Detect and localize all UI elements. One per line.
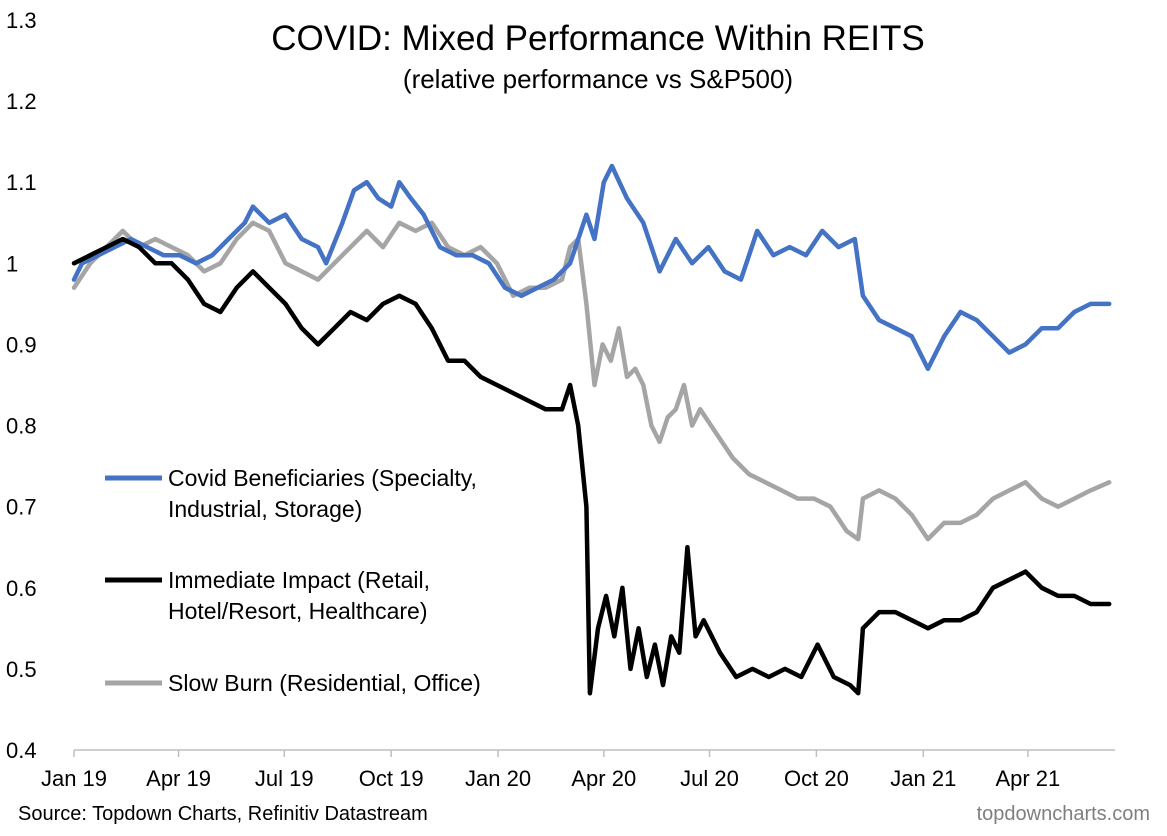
legend-label: Slow Burn (Residential, Office) — [168, 670, 481, 696]
y-tick-label: 0.8 — [6, 414, 37, 439]
legend-label: Covid Beneficiaries (Specialty, — [168, 465, 477, 491]
y-tick-label: 1.1 — [6, 170, 37, 195]
legend-item: Covid Beneficiaries (Specialty, Industria… — [105, 465, 477, 522]
x-tick-label: Jan 21 — [890, 766, 956, 791]
y-tick-label: 0.4 — [6, 738, 37, 763]
legend-item: Slow Burn (Residential, Office) — [105, 670, 481, 696]
x-axis: Jan 19 Apr 19 Jul 19 Oct 19 Jan 20 Apr 20 Jul … — [41, 749, 1115, 791]
x-tick-label: Oct 20 — [784, 766, 849, 791]
series-lines — [71, 163, 1112, 696]
x-tick-label: Jan 20 — [465, 766, 531, 791]
x-tick-label: Oct 19 — [359, 766, 424, 791]
y-tick-label: 1.3 — [6, 8, 37, 33]
chart-title: COVID: Mixed Performance Within REITS — [271, 19, 925, 58]
x-tick-label: Jan 19 — [41, 766, 107, 791]
x-tick-label: Jul 19 — [255, 766, 314, 791]
series-line-0 — [71, 163, 1112, 372]
y-tick-label: 1.2 — [6, 89, 37, 114]
series-line-2 — [71, 220, 1112, 542]
y-tick-label: 0.7 — [6, 495, 37, 520]
x-tick-label: Apr 21 — [995, 766, 1060, 791]
x-tick-label: Jul 20 — [680, 766, 739, 791]
series-line-1 — [71, 236, 1112, 696]
legend: Covid Beneficiaries (Specialty, Industria… — [105, 465, 481, 696]
legend-label: Industrial, Storage) — [168, 496, 362, 522]
source-note: Source: Topdown Charts, Refinitiv Datast… — [18, 803, 428, 825]
legend-label: Hotel/Resort, Healthcare) — [168, 598, 428, 624]
legend-item: Immediate Impact (Retail, Hotel/Resort, H… — [105, 567, 430, 624]
y-tick-label: 0.9 — [6, 332, 37, 357]
y-tick-label: 0.5 — [6, 657, 37, 682]
y-tick-label: 0.6 — [6, 576, 37, 601]
x-tick-label: Apr 20 — [571, 766, 636, 791]
x-tick-label: Apr 19 — [146, 766, 211, 791]
watermark: topdowncharts.com — [977, 803, 1150, 825]
chart-subtitle: (relative performance vs S&P500) — [403, 64, 793, 94]
legend-label: Immediate Impact (Retail, — [168, 567, 430, 593]
y-axis: 0.4 0.5 0.6 0.7 0.8 0.9 1 1.1 1.2 1.3 — [6, 8, 37, 763]
y-tick-label: 1 — [6, 251, 18, 276]
